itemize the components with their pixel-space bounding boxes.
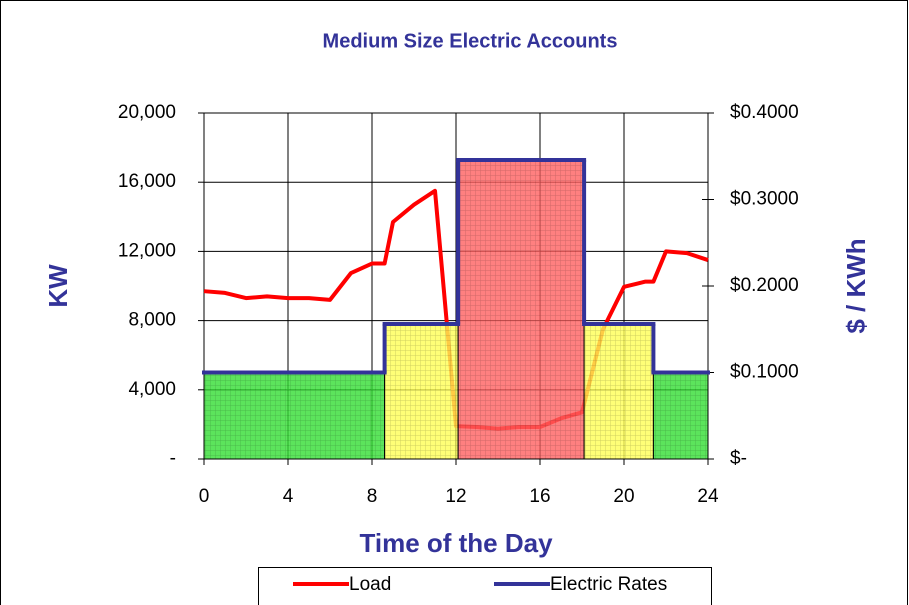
legend: [258, 567, 712, 605]
x-tick-label: 12: [445, 486, 466, 507]
y2-tick-label: $-: [730, 448, 747, 469]
y2-axis-title: $ / KWh: [841, 238, 871, 333]
rate-hatch: [204, 372, 385, 459]
y-tick-label: 12,000: [118, 240, 176, 261]
x-tick-label: 4: [283, 486, 294, 507]
legend-label: Load: [349, 574, 391, 595]
x-tick-label: 0: [199, 486, 210, 507]
rate-hatch: [653, 372, 708, 459]
y2-tick-label: $0.3000: [730, 189, 799, 210]
y2-tick-label: $0.1000: [730, 362, 799, 383]
y-tick-label: 4,000: [128, 379, 176, 400]
y2-tick-label: $0.4000: [730, 102, 799, 123]
y-tick-label: -: [170, 448, 176, 469]
x-axis-title: Time of the Day: [359, 528, 553, 558]
y-tick-label: 8,000: [128, 310, 176, 331]
y-tick-label: 16,000: [118, 171, 176, 192]
legend-label: Electric Rates: [550, 574, 667, 595]
rate-hatch: [584, 324, 654, 459]
chart-title: Medium Size Electric Accounts: [323, 30, 618, 52]
x-tick-label: 24: [697, 486, 719, 507]
x-tick-label: 16: [529, 486, 550, 507]
y-axis-title: KW: [43, 264, 73, 308]
y-tick-label: 20,000: [118, 102, 176, 123]
y2-tick-label: $0.2000: [730, 275, 799, 296]
x-tick-label: 20: [613, 486, 634, 507]
x-tick-label: 8: [367, 486, 378, 507]
rate-hatch: [384, 324, 459, 459]
rate-hatch: [458, 159, 585, 460]
